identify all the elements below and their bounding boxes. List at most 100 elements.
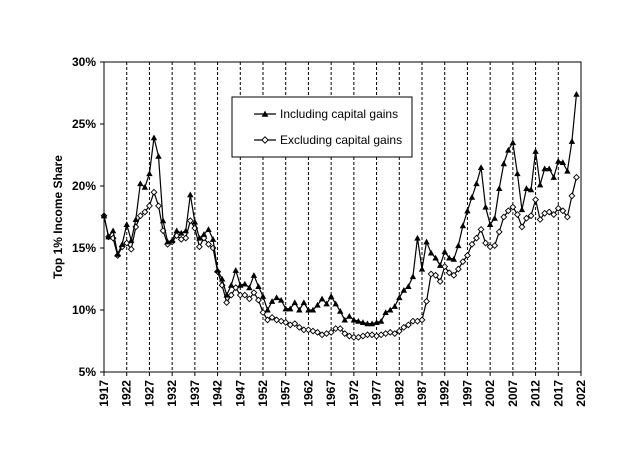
x-tick-label: 1932 <box>165 380 179 407</box>
data-point <box>273 316 281 324</box>
y-tick-label: 10% <box>72 303 96 317</box>
data-point <box>327 293 335 299</box>
data-point <box>273 294 280 301</box>
data-point <box>196 234 203 241</box>
data-point <box>464 207 471 214</box>
y-tick-label: 15% <box>72 241 96 255</box>
data-point <box>232 284 240 292</box>
data-point <box>291 299 298 306</box>
data-point <box>155 153 162 159</box>
data-point <box>159 217 167 224</box>
x-tick-label: 1967 <box>324 380 338 407</box>
data-point <box>105 233 112 240</box>
data-point <box>268 314 276 321</box>
x-tick-label: 1977 <box>370 380 384 407</box>
data-point <box>205 226 212 232</box>
data-point <box>305 306 312 313</box>
data-point <box>518 223 526 231</box>
legend: Including capital gains Excluding capita… <box>231 96 413 158</box>
data-point <box>513 211 521 218</box>
data-point <box>300 326 308 334</box>
data-point <box>359 319 367 325</box>
data-point <box>559 159 567 165</box>
data-point <box>500 160 507 167</box>
open-diamond-icon <box>261 136 269 144</box>
data-point <box>482 239 490 247</box>
series-including <box>100 91 580 327</box>
y-axis-label: Top 1% Income Share <box>51 155 65 279</box>
data-point <box>441 248 448 255</box>
data-point <box>568 138 576 144</box>
data-point <box>205 240 212 248</box>
data-point <box>387 306 394 313</box>
x-tick-label: 1987 <box>415 380 429 407</box>
data-point <box>568 192 576 200</box>
data-point <box>264 316 271 324</box>
x-tick-label: 1997 <box>460 380 474 407</box>
data-point <box>137 180 144 187</box>
data-point <box>463 252 471 259</box>
legend-box <box>231 96 413 158</box>
x-tick-label: 1972 <box>347 380 361 407</box>
data-point <box>450 271 458 279</box>
data-point <box>314 301 321 308</box>
data-point <box>291 320 299 328</box>
data-point <box>296 306 303 313</box>
data-point <box>245 295 253 303</box>
data-point <box>123 221 130 227</box>
data-point <box>337 308 344 314</box>
data-point <box>445 269 453 277</box>
data-point <box>441 263 449 271</box>
data-point <box>504 207 512 215</box>
x-tick-label: 1957 <box>279 380 293 407</box>
data-point <box>323 300 330 307</box>
data-point <box>554 204 562 212</box>
data-point <box>218 275 226 282</box>
data-point <box>532 196 540 204</box>
legend-label-including: Including capital gains <box>280 107 398 121</box>
data-point <box>418 316 426 324</box>
data-point <box>246 284 253 291</box>
data-point <box>100 212 108 219</box>
data-point <box>423 297 430 305</box>
data-point <box>468 193 476 200</box>
data-point <box>573 173 580 181</box>
data-point <box>173 227 180 234</box>
data-point <box>546 165 553 172</box>
y-axis-ticks: 5% 10% 15% 20% 25% 30% <box>72 55 104 379</box>
data-point <box>295 323 303 331</box>
data-point <box>468 240 476 248</box>
data-point <box>214 267 221 273</box>
data-point <box>509 203 517 211</box>
data-point <box>227 291 235 299</box>
data-point <box>141 184 149 190</box>
data-point <box>250 272 258 278</box>
data-point <box>150 134 158 141</box>
x-tick-label: 2007 <box>506 380 520 407</box>
data-point <box>436 262 444 268</box>
x-tick-label: 1962 <box>301 380 315 407</box>
y-tick-label: 20% <box>72 179 96 193</box>
data-point <box>259 293 267 299</box>
data-point <box>128 237 135 244</box>
data-point <box>536 216 544 223</box>
data-point <box>250 289 258 297</box>
data-point <box>350 333 358 341</box>
y-tick-label: 30% <box>72 55 96 69</box>
data-point <box>541 165 548 172</box>
data-point <box>355 317 362 324</box>
data-point <box>327 328 335 336</box>
data-point <box>477 225 485 233</box>
data-point <box>195 243 203 251</box>
legend-item-including: Including capital gains <box>254 107 398 121</box>
data-point <box>473 180 480 187</box>
data-point <box>136 212 144 220</box>
data-point <box>304 326 312 334</box>
data-point <box>550 211 558 218</box>
legend-label-excluding: Excluding capital gains <box>280 133 402 147</box>
data-point <box>182 234 190 242</box>
x-tick-label: 1947 <box>233 380 247 407</box>
data-point <box>400 323 408 331</box>
filled-triangle-icon <box>261 110 269 117</box>
data-point <box>391 330 399 337</box>
